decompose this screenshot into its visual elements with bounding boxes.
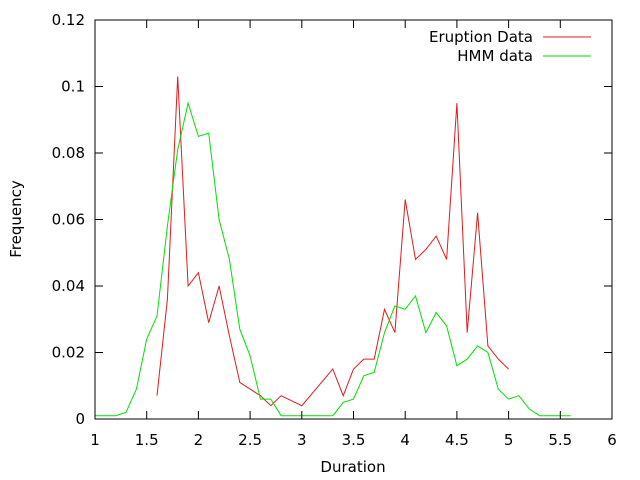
x-tick-label: 1.5	[135, 431, 159, 449]
x-tick-label: 2	[194, 431, 204, 449]
axes: 1 1.5 2 2.5 3 3.5 4 4.5 5 5.5 6 0 0.02 0.04 0.06 0.08 0.…	[52, 11, 617, 449]
series-line-eruption-data	[156, 76, 509, 407]
x-tick-label: 4	[400, 431, 410, 449]
y-tick-label: 0.06	[52, 211, 85, 229]
x-tick-label: 5	[504, 431, 514, 449]
y-tick-label: 0.12	[52, 11, 85, 29]
x-tick-label: 4.5	[445, 431, 469, 449]
x-tick-label: 2.5	[238, 431, 262, 449]
plot-area	[95, 76, 571, 417]
y-tick-label: 0	[75, 410, 85, 428]
y-tick-label: 0.04	[52, 277, 85, 295]
series-line-hmm-data	[95, 101, 571, 417]
y-tick-label: 0.08	[52, 144, 85, 162]
x-tick-label: 5.5	[548, 431, 572, 449]
legend-label: HMM data	[457, 47, 533, 65]
legend-label: Eruption Data	[429, 28, 533, 46]
x-tick-label: 3	[297, 431, 307, 449]
x-tick-label: 1	[90, 431, 100, 449]
y-tick-label: 0.02	[52, 344, 85, 362]
y-tick-label: 0.1	[61, 78, 85, 96]
y-axis-label: Frequency	[7, 180, 25, 258]
plot-frame	[94, 19, 613, 420]
x-tick-label: 3.5	[342, 431, 366, 449]
x-tick-label: 6	[607, 431, 617, 449]
x-axis-label: Duration	[320, 458, 385, 476]
